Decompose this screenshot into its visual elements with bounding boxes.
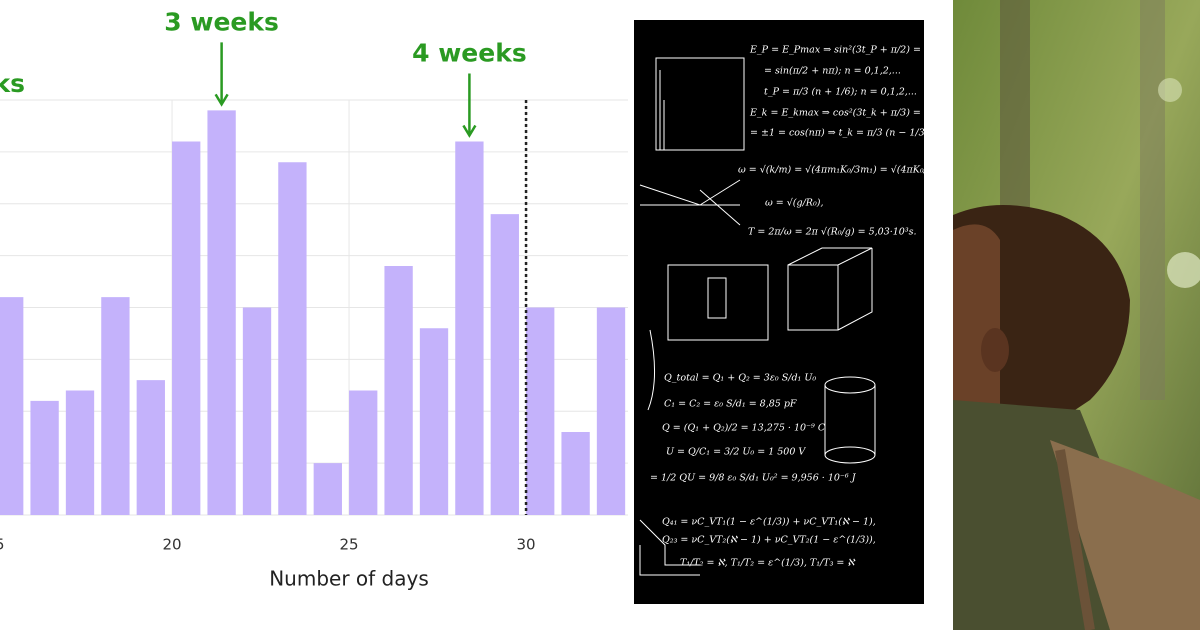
- annotation: 3 weeks: [164, 7, 279, 36]
- bar: [561, 432, 590, 515]
- equation: U = Q/C₁ = 3/2 U₀ = 1 500 V: [666, 447, 806, 458]
- x-tick-label: 15: [0, 536, 5, 554]
- bar: [136, 380, 165, 515]
- equation: T = 2π/ω = 2π √(R₀/g) = 5,03·10³s.: [748, 227, 917, 238]
- bar: [526, 307, 555, 515]
- bar: [172, 141, 201, 515]
- equation: Q_total = Q₁ + Q₂ = 3ε₀ S/d₁ U₀: [664, 373, 816, 384]
- bar: [596, 307, 626, 515]
- blackboard-diagrams: [639, 57, 876, 576]
- equation: C₁ = C₂ = ε₀ S/d₁ = 8,85 pF: [664, 399, 797, 410]
- x-axis-label: Number of days: [269, 567, 429, 591]
- x-tick-label: 20: [162, 536, 181, 554]
- equation: ω = √(g/R₀),: [765, 198, 823, 209]
- bar: [242, 307, 272, 515]
- annotation: eks: [0, 69, 25, 98]
- bar: [65, 390, 95, 515]
- photo: [953, 0, 1200, 631]
- bar: [490, 214, 519, 515]
- equation: T₁/T₂ = ℵ, T₁/T₂ = ε^(1/3), T₁/T₃ = ℵ: [680, 558, 856, 569]
- bar: [0, 297, 24, 515]
- x-tick-label: 25: [339, 536, 358, 554]
- annotation-arrowhead: [214, 93, 229, 107]
- x-tick-label: 30: [517, 536, 536, 554]
- equation: E_k = E_kmax ⇒ cos²(3t_k + π/3) = 1 ⇒ co…: [749, 108, 970, 119]
- equation: Q = (Q₁ + Q₂)/2 = 13,275 · 10⁻⁹ C: [662, 423, 826, 434]
- bar: [278, 162, 307, 515]
- equation: = sin(π/2 + nπ); n = 0,1,2,...: [764, 66, 901, 77]
- chart-panel: [0, 99, 628, 516]
- bar: [349, 390, 378, 515]
- equation: = ±1 = cos(nπ) ⇒ t_k = π/3 (n − 1/3): [750, 128, 929, 139]
- equation: ω = √(k/m) = √(4πm₁K₀/3m₁) = √(4πK₀/3): [738, 165, 937, 176]
- bar: [30, 400, 59, 515]
- bar: [384, 266, 413, 515]
- equation: Q₂₃ = νC_VT₂(ℵ − 1) + νC_VT₂(1 − ε^(1/3)…: [662, 535, 876, 546]
- bar: [101, 297, 130, 515]
- equation: t_P = π/3 (n + 1/6); n = 0,1,2,...: [764, 87, 917, 98]
- bar: [313, 463, 342, 515]
- equation: Q₄₁ = νC_VT₁(1 − ε^(1/3)) + νC_VT₁(ℵ − 1…: [662, 517, 876, 528]
- blackboard: [634, 20, 924, 604]
- annotation: 4 weeks: [412, 39, 527, 68]
- equation: = 1/2 QU = 9/8 ε₀ S/d₁ U₀² = 9,956 · 10⁻…: [650, 473, 857, 484]
- equation: E_P = E_Pmax ⇒ sin²(3t_P + π/2) = 1: [749, 45, 930, 56]
- bar: [419, 328, 449, 515]
- bar: [207, 110, 236, 515]
- bar: [455, 141, 484, 515]
- annotation-arrowhead: [462, 124, 477, 138]
